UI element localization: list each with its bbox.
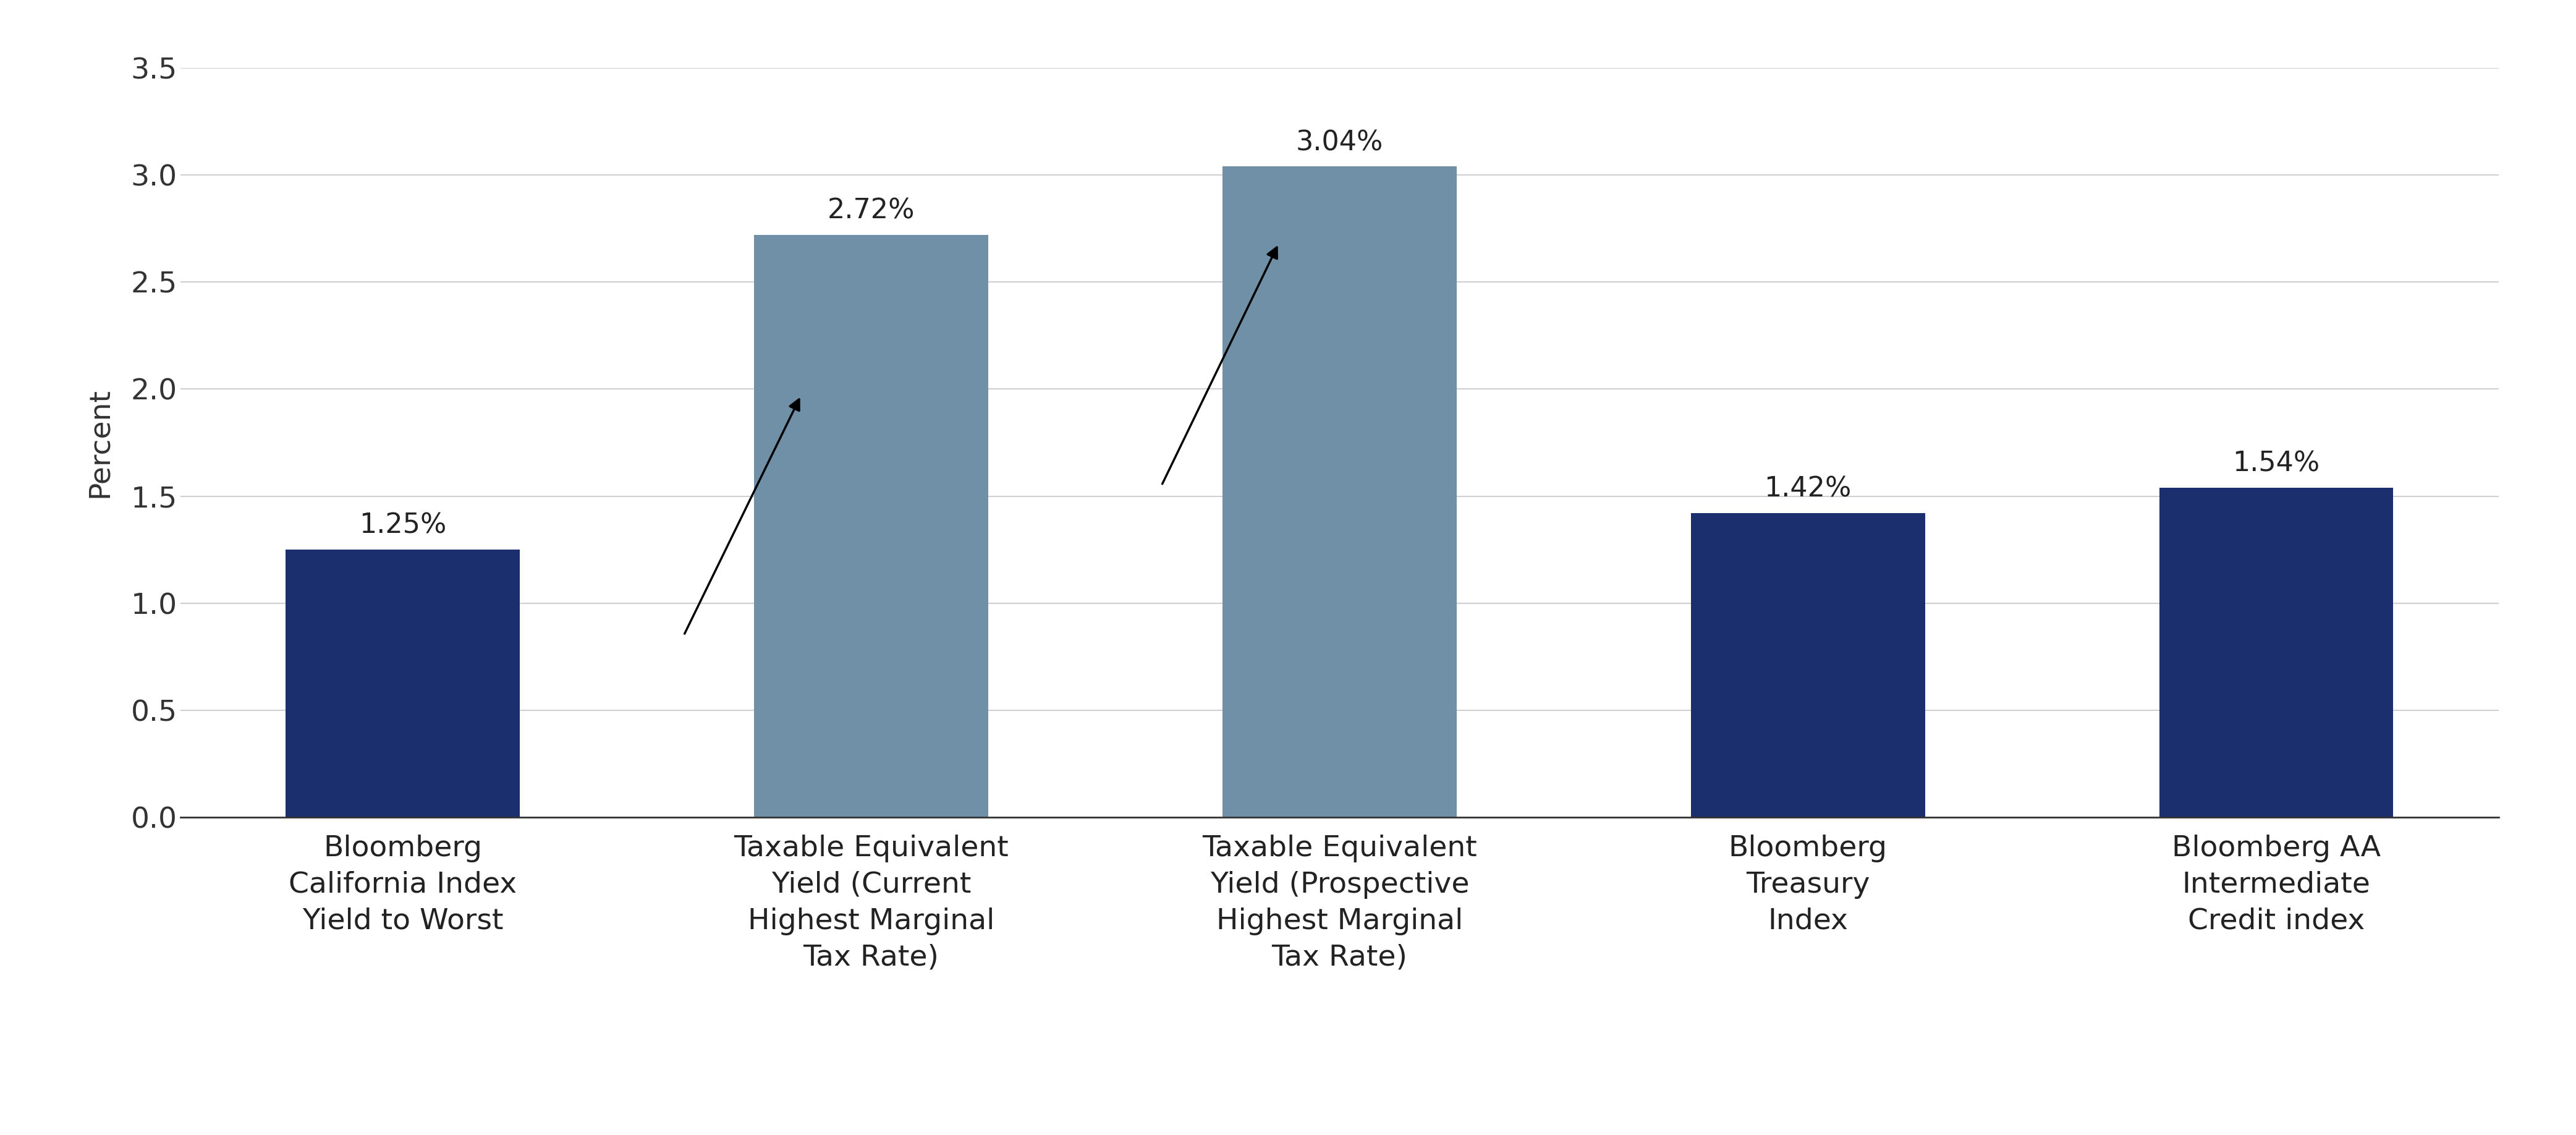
Bar [1224,167,1455,817]
Text: 3.04%: 3.04% [1296,129,1383,155]
Text: 1.54%: 1.54% [2233,451,2321,477]
Y-axis label: Percent: Percent [85,388,113,497]
Text: 1.42%: 1.42% [1765,476,1852,503]
Bar [2159,488,2393,817]
Bar [755,235,989,817]
Bar [1690,513,1924,817]
Text: 2.72%: 2.72% [827,197,914,225]
Bar [286,549,520,817]
Text: 1.25%: 1.25% [358,512,446,539]
